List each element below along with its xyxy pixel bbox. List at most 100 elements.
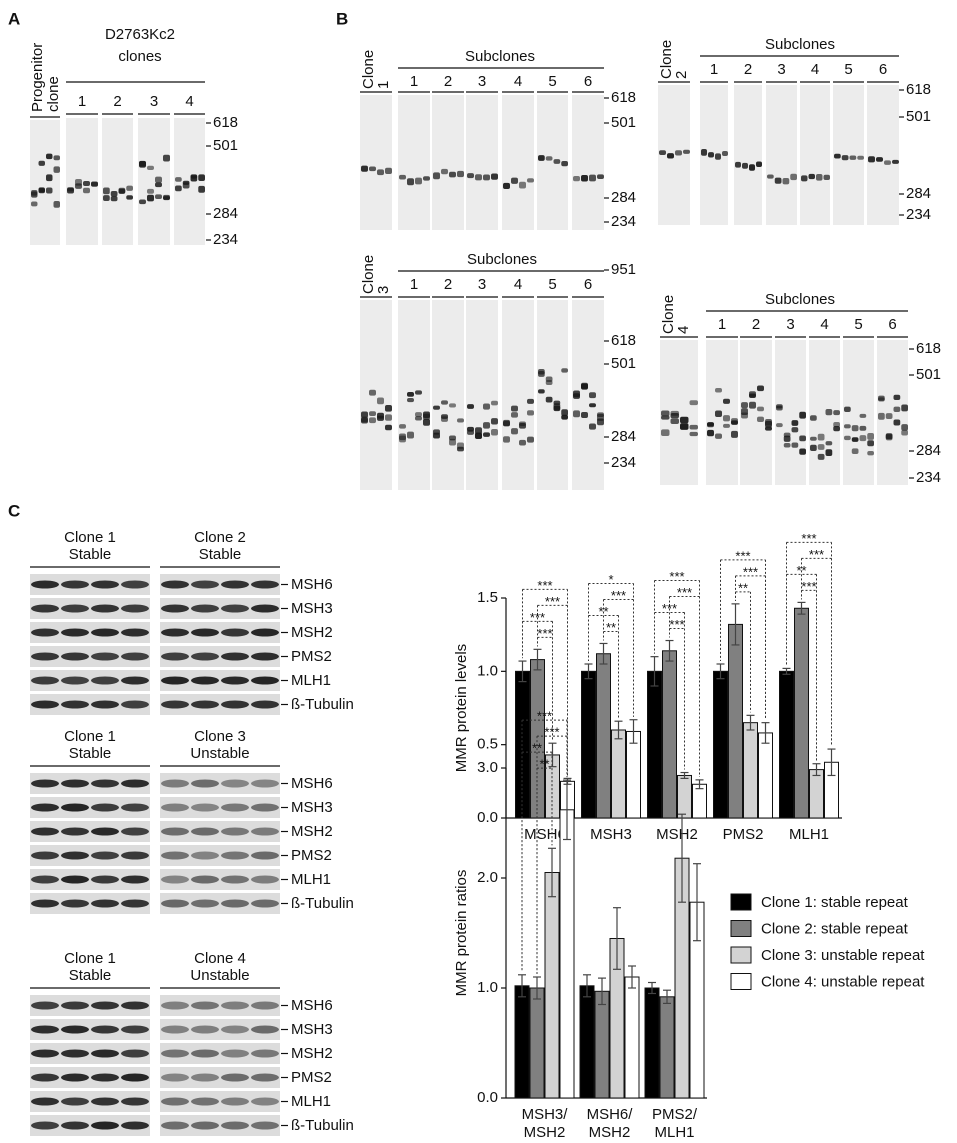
blot-band (121, 899, 149, 908)
blot-band (31, 652, 59, 661)
blot-band (91, 1049, 119, 1058)
gel-band (670, 412, 679, 419)
gel-band (661, 410, 670, 417)
gel-band (361, 411, 368, 418)
bar (728, 623, 743, 819)
size-marker: 618 (916, 340, 941, 357)
blot-band (221, 1025, 249, 1034)
gel-band (783, 442, 791, 448)
blot-strip (160, 574, 280, 595)
error-bar (782, 667, 791, 675)
blot-band (31, 1001, 59, 1010)
x-tick-label: MSH2 (524, 1124, 566, 1141)
gel-band (538, 155, 545, 161)
gel-band (147, 194, 154, 202)
blot-band (61, 803, 89, 812)
gel-band (767, 174, 774, 179)
gel-band (190, 175, 198, 182)
gel-band (46, 187, 53, 194)
bar (529, 987, 545, 1099)
gel-band (163, 196, 170, 201)
gel-band (708, 152, 714, 158)
blot-band (91, 676, 119, 685)
lane-number: 1 (410, 276, 418, 293)
blot-band (31, 1121, 59, 1130)
gel-lane (843, 340, 874, 485)
gel-band (808, 173, 815, 180)
gel-band (893, 406, 901, 412)
significance: *** (743, 564, 758, 579)
gel-band (503, 436, 510, 443)
gel-band (589, 392, 596, 399)
blot-band (191, 1073, 219, 1082)
blot-band (221, 580, 249, 589)
significance: *** (735, 548, 750, 563)
bar (779, 670, 794, 819)
gel-band (155, 182, 162, 188)
gel-band (385, 167, 392, 175)
blot-band (91, 779, 119, 788)
blot-band (221, 851, 249, 860)
size-marker: 284 (611, 189, 636, 206)
gel-band (810, 444, 817, 451)
error-bar (533, 648, 542, 671)
gel-band (715, 387, 722, 393)
gel-band (433, 172, 440, 180)
blot-strip (160, 821, 280, 842)
gel-band (491, 400, 498, 406)
blot-strip (30, 598, 150, 619)
error-bar (518, 974, 526, 998)
blot-band (121, 803, 149, 812)
size-marker: 501 (916, 366, 941, 383)
gel-band (369, 166, 376, 172)
blot-band (91, 875, 119, 884)
gel-band (377, 169, 384, 176)
protein-label: MSH2 (291, 823, 333, 840)
blot-strip (30, 574, 150, 595)
blot-strip (160, 646, 280, 667)
gel-band (659, 150, 666, 156)
gel-band (503, 419, 510, 427)
blot-band (161, 580, 189, 589)
blot-band (121, 1097, 149, 1106)
significance: * (608, 572, 613, 587)
gel-band (53, 200, 60, 208)
gel-band (369, 411, 376, 416)
gel-band (449, 435, 456, 441)
blot-band (91, 1073, 119, 1082)
gel-band (198, 174, 205, 182)
group-title: Clone 3 (194, 728, 246, 745)
gel-band (801, 175, 808, 182)
legend-label: Clone 4: unstable repeat (761, 973, 925, 990)
blot-band (121, 652, 149, 661)
blot-strip (160, 1019, 280, 1040)
group-title: Subclones (467, 251, 537, 268)
bar (559, 809, 575, 1099)
gel-lane (138, 118, 170, 245)
gel-band (399, 174, 406, 180)
significance: *** (662, 601, 677, 616)
blot-band (121, 875, 149, 884)
error-bar (650, 656, 659, 687)
gel-band (776, 423, 783, 428)
blot-band (91, 1121, 119, 1130)
gel-band (723, 415, 730, 422)
gel-band (139, 160, 146, 168)
blot-strip (30, 694, 150, 715)
gel-lane (360, 95, 392, 230)
blot-band (91, 803, 119, 812)
gel-band (885, 434, 893, 441)
gel-band (38, 188, 45, 193)
gel-band (893, 419, 901, 426)
gel-band (817, 453, 825, 460)
significance: *** (545, 594, 560, 609)
significance: ** (796, 563, 806, 578)
gel-band (757, 406, 764, 412)
clone-label: Clone (360, 255, 377, 294)
panel-label: B (336, 9, 348, 28)
blot-band (31, 1025, 59, 1034)
error-bar (678, 813, 686, 903)
gel-band (467, 429, 474, 435)
blot-band (251, 1049, 279, 1058)
lane-number: 1 (410, 73, 418, 90)
